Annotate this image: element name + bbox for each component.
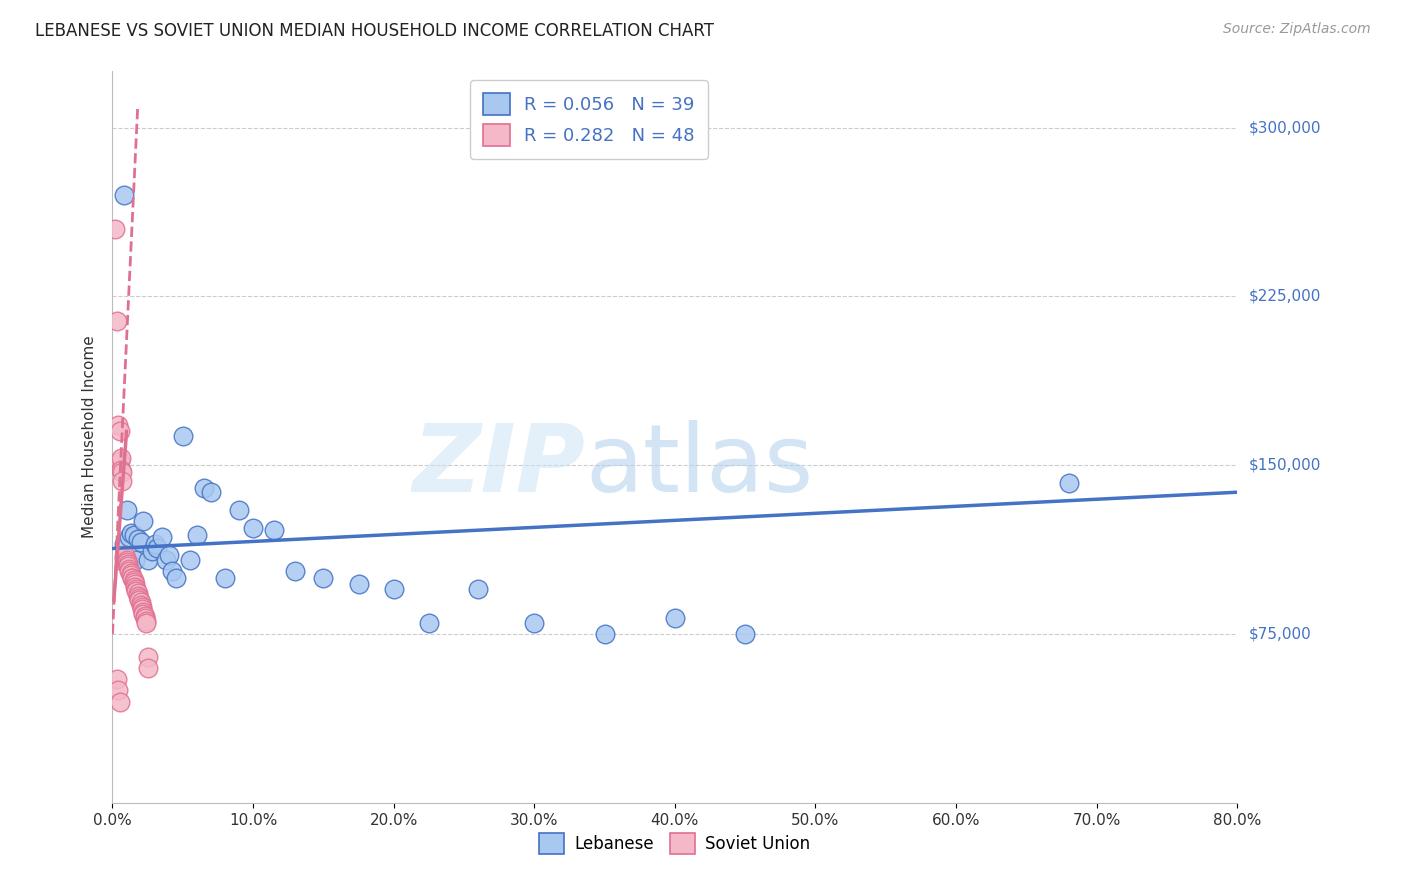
Point bbox=[129, 598, 152, 612]
Point bbox=[312, 571, 335, 585]
Point bbox=[179, 553, 201, 567]
Point bbox=[121, 571, 143, 585]
Point bbox=[112, 555, 135, 569]
Point bbox=[134, 609, 156, 624]
Point bbox=[118, 530, 141, 544]
Point bbox=[131, 602, 153, 616]
Point bbox=[1057, 476, 1080, 491]
Point bbox=[141, 543, 163, 558]
Point bbox=[157, 548, 180, 562]
Point bbox=[128, 593, 150, 607]
Point bbox=[135, 614, 157, 628]
Point bbox=[104, 222, 127, 236]
Point bbox=[120, 525, 142, 540]
Point bbox=[114, 553, 136, 567]
Legend: Lebanese, Soviet Union: Lebanese, Soviet Union bbox=[533, 827, 817, 860]
Point bbox=[150, 530, 173, 544]
Point bbox=[132, 607, 155, 621]
Point bbox=[110, 451, 132, 466]
Point bbox=[136, 649, 159, 664]
Point bbox=[242, 521, 264, 535]
Point bbox=[129, 595, 152, 609]
Point bbox=[112, 537, 135, 551]
Text: ZIP: ZIP bbox=[412, 420, 585, 512]
Point bbox=[284, 564, 307, 578]
Point bbox=[127, 533, 149, 547]
Point bbox=[186, 528, 208, 542]
Point bbox=[160, 564, 183, 578]
Point bbox=[117, 558, 139, 572]
Y-axis label: Median Household Income: Median Household Income bbox=[82, 335, 97, 539]
Point bbox=[127, 589, 149, 603]
Point bbox=[122, 573, 145, 587]
Point bbox=[172, 429, 194, 443]
Text: Source: ZipAtlas.com: Source: ZipAtlas.com bbox=[1223, 22, 1371, 37]
Point bbox=[110, 463, 132, 477]
Point bbox=[132, 515, 155, 529]
Point bbox=[734, 627, 756, 641]
Point bbox=[107, 683, 129, 698]
Point bbox=[131, 599, 153, 614]
Point bbox=[105, 672, 128, 686]
Point bbox=[155, 553, 177, 567]
Point bbox=[120, 568, 142, 582]
Point bbox=[347, 577, 370, 591]
Point bbox=[136, 553, 159, 567]
Point bbox=[114, 548, 136, 562]
Point bbox=[134, 611, 156, 625]
Point bbox=[121, 571, 143, 585]
Point bbox=[193, 481, 215, 495]
Point bbox=[200, 485, 222, 500]
Point bbox=[118, 564, 141, 578]
Point bbox=[111, 474, 134, 488]
Point bbox=[108, 453, 131, 467]
Point bbox=[124, 553, 146, 567]
Point bbox=[228, 503, 250, 517]
Point bbox=[107, 417, 129, 432]
Point bbox=[122, 528, 145, 542]
Point bbox=[112, 550, 135, 565]
Text: $300,000: $300,000 bbox=[1249, 120, 1320, 135]
Point bbox=[105, 314, 128, 328]
Point bbox=[129, 534, 152, 549]
Point bbox=[111, 465, 134, 479]
Point bbox=[132, 605, 155, 619]
Point bbox=[143, 537, 166, 551]
Point bbox=[125, 582, 148, 596]
Point bbox=[108, 425, 131, 439]
Point bbox=[146, 541, 169, 556]
Point bbox=[418, 615, 440, 630]
Text: atlas: atlas bbox=[585, 420, 813, 512]
Point bbox=[124, 577, 146, 591]
Point bbox=[165, 571, 187, 585]
Text: $150,000: $150,000 bbox=[1249, 458, 1320, 473]
Point bbox=[115, 553, 138, 567]
Point bbox=[263, 524, 285, 538]
Point bbox=[128, 591, 150, 605]
Point bbox=[112, 188, 135, 202]
Point bbox=[382, 582, 405, 596]
Point bbox=[124, 580, 146, 594]
Text: LEBANESE VS SOVIET UNION MEDIAN HOUSEHOLD INCOME CORRELATION CHART: LEBANESE VS SOVIET UNION MEDIAN HOUSEHOL… bbox=[35, 22, 714, 40]
Point bbox=[115, 503, 138, 517]
Point bbox=[125, 584, 148, 599]
Text: $225,000: $225,000 bbox=[1249, 289, 1320, 304]
Text: $75,000: $75,000 bbox=[1249, 626, 1312, 641]
Point bbox=[118, 562, 141, 576]
Point bbox=[593, 627, 616, 641]
Point bbox=[115, 555, 138, 569]
Point bbox=[117, 559, 139, 574]
Point bbox=[135, 615, 157, 630]
Point bbox=[467, 582, 489, 596]
Point bbox=[523, 615, 546, 630]
Point bbox=[664, 611, 686, 625]
Point bbox=[127, 586, 149, 600]
Point bbox=[136, 661, 159, 675]
Point bbox=[214, 571, 236, 585]
Point bbox=[108, 694, 131, 708]
Point bbox=[122, 575, 145, 590]
Point bbox=[120, 566, 142, 581]
